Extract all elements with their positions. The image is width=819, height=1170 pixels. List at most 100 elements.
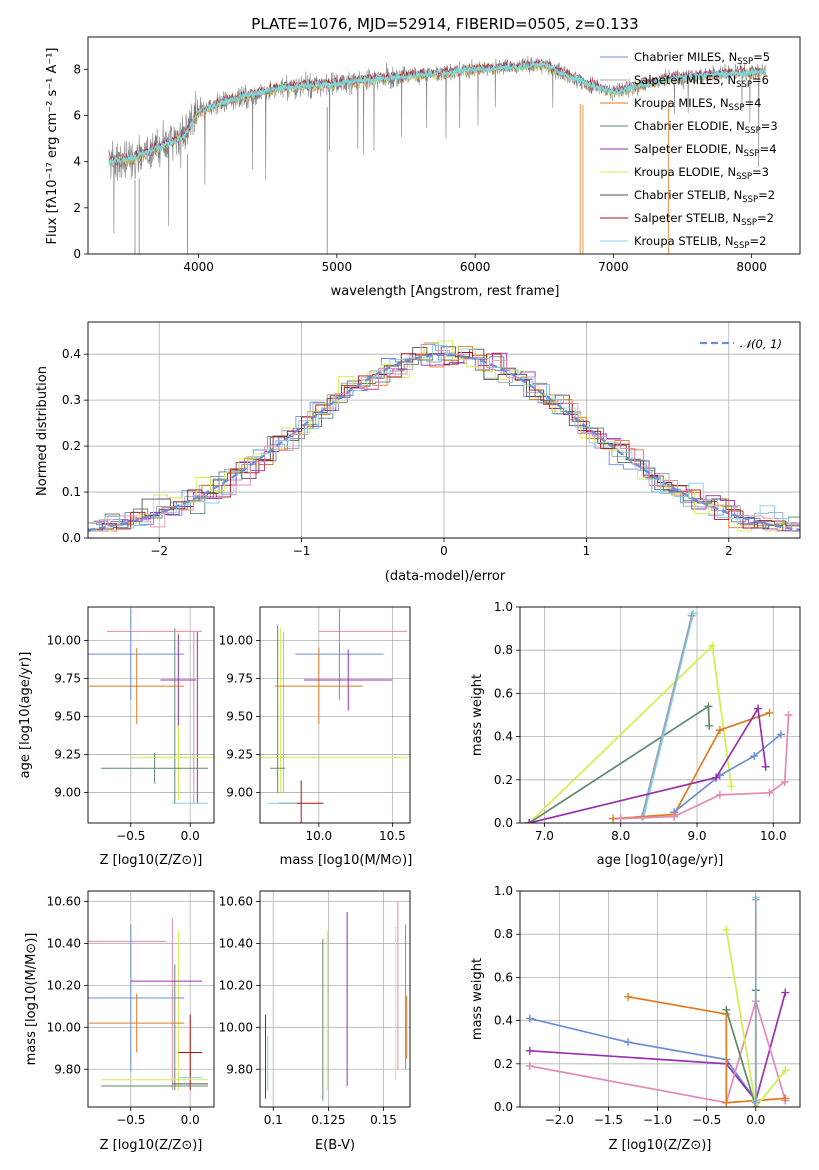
weight-point (781, 1066, 790, 1075)
x-tick-label: 6000 (460, 260, 491, 274)
histogram-salpeter_miles (88, 352, 798, 532)
x-tick-label: −0.5 (116, 1113, 145, 1127)
weight-point (687, 611, 696, 620)
weight-point (609, 814, 618, 823)
weight-point (781, 988, 790, 997)
histogram-pink (93, 344, 800, 532)
y-tick-label: 9.25 (226, 748, 253, 762)
weight-vs-z-panel: −2.0 −1.5 −1.0 −0.5 0.0 0.0 0.2 0.4 0.6 0.8 1.0 Z [… (470, 884, 801, 1153)
weight-point (765, 708, 774, 717)
age-vs-z-panel: −0.5 0.0 9.00 9.25 9.50 9.75 10.00 Z [log10(Z/Z… (18, 606, 215, 868)
legend-entry: Salpeter MILES, NSSP=6 (634, 73, 769, 90)
weight-point (751, 1098, 760, 1107)
weight-series-salpeter_miles (641, 615, 693, 817)
mass-vs-z-ylabel: mass [log10(M/M⊙)] (24, 933, 39, 1066)
age-vs-z-ylabel: age [log10(age/yr)] (18, 652, 33, 779)
spectrum-xlabel: wavelength [Angstrom, rest frame] (331, 284, 560, 299)
x-tick-label: −2.0 (545, 1113, 574, 1127)
x-tick-label: −0.5 (116, 829, 145, 843)
x-tick-label: −1.0 (643, 1113, 672, 1127)
weight-point (712, 773, 721, 782)
weight-point (781, 1094, 790, 1103)
residual-panel: −2 −1 0 1 2 0.0 0.1 0.2 0.3 0.4 𝒩(0, 1) (data-mode… (35, 321, 801, 584)
points (260, 608, 408, 823)
x-tick-label: 0.0 (181, 1113, 200, 1127)
age_vs_mass-axes: 10.0 10.5 9.00 9.25 9.50 9.75 10.00 (219, 607, 410, 843)
points (88, 608, 214, 804)
weight-point (727, 782, 736, 791)
histogram-kroupa_stelib (90, 345, 800, 532)
weight-point (616, 814, 625, 823)
y-tick-label: 0.4 (494, 730, 513, 744)
weight-series-kroupa_miles (613, 711, 770, 820)
x-tick-label: 7000 (598, 260, 629, 274)
weight-point (776, 730, 785, 739)
normal-curve (88, 353, 800, 531)
x-tick-label: −0.5 (692, 1113, 721, 1127)
x-tick-label: 8000 (736, 260, 767, 274)
mass-vs-ebv-panel-frame (259, 890, 411, 1108)
y-tick-label: 0.2 (494, 773, 513, 787)
weight-series-kroupa_stelib (642, 613, 695, 817)
y-tick-label: 9.80 (226, 1062, 253, 1076)
x-tick-label: 0.15 (370, 1113, 397, 1127)
histogram-chabrier_stelib (88, 346, 798, 532)
mass-vs-z-xlabel: Z [log10(Z/Z⊙)] (100, 1138, 203, 1153)
y-tick-label: 10.60 (219, 894, 253, 908)
weight-point (525, 1061, 534, 1070)
weight-point (624, 992, 633, 1001)
best-fit-spectrum (108, 60, 766, 166)
y-tick-label: 9.00 (226, 786, 253, 800)
legend-entry: Chabrier STELIB, NSSP=2 (634, 188, 775, 205)
legend-entry: 𝒩(0, 1) (740, 337, 782, 351)
mass-vs-ebv-xlabel: E(B-V) (315, 1138, 355, 1153)
x-tick-label: 4000 (183, 260, 214, 274)
x-tick-label: −2 (150, 544, 168, 558)
y-tick-label: 0.6 (494, 686, 513, 700)
weight-vs-age-ylabel: mass weight (470, 674, 485, 756)
legend-entry: Chabrier MILES, NSSP=5 (634, 50, 770, 67)
age-vs-mass-xlabel: mass [log10(M/M⊙)] (280, 853, 413, 868)
y-tick-label: 9.50 (54, 710, 81, 724)
weight-point (670, 812, 679, 821)
x-tick-label: 0.0 (746, 1113, 765, 1127)
residual-frame (87, 321, 801, 539)
x-tick-label: 5000 (322, 260, 353, 274)
weight-series-pink (529, 998, 787, 1104)
points (88, 918, 209, 1091)
legend-entry: Chabrier ELODIE, NSSP=3 (634, 119, 778, 136)
residual-ylabel: Normed distribution (35, 366, 50, 496)
mass-vs-z-panel-frame (87, 890, 215, 1108)
weight-point (525, 1014, 534, 1023)
x-tick-label: 10.0 (760, 829, 787, 843)
y-tick-label: 0.2 (494, 1057, 513, 1071)
x-tick-label: 10.0 (305, 829, 332, 843)
y-tick-label: 10.00 (219, 633, 253, 647)
legend-entry: Kroupa STELIB, NSSP=2 (634, 234, 766, 251)
weight-point (708, 641, 717, 650)
x-tick-label: 1 (583, 544, 591, 558)
y-tick-label: 0.0 (494, 1100, 513, 1114)
x-tick-label: 0.0 (181, 829, 200, 843)
mass-vs-z-panel: −0.5 0.0 9.80 10.00 10.20 10.40 10.60 Z [log10(… (24, 890, 215, 1153)
y-tick-label: 1.0 (494, 884, 513, 898)
weight-series-kroupa_elodie (528, 644, 733, 823)
weight-point (705, 721, 714, 730)
spectrum-axes: 4000 5000 6000 7000 8000 0 2 4 6 8 (73, 62, 767, 274)
weight-series-chabrier_miles (529, 1017, 757, 1101)
x-tick-label: −1.5 (594, 1113, 623, 1127)
y-tick-label: 0.8 (494, 927, 513, 941)
weight-vs-age-panel-frame (519, 606, 801, 824)
y-tick-label: 0.8 (494, 643, 513, 657)
legend-entry: Salpeter STELIB, NSSP=2 (634, 211, 774, 228)
y-tick-label: 10.20 (47, 978, 81, 992)
spectrum-panel: PLATE=1076, MJD=52914, FIBERID=0505, z=0… (45, 15, 801, 299)
weight-series-salpeter_elodie (529, 992, 787, 1103)
weight-series-kroupa_elodie (725, 929, 786, 1107)
y-tick-label: 9.80 (54, 1062, 81, 1076)
weight-point (751, 895, 760, 904)
y-tick-label: 0.4 (494, 1014, 513, 1028)
x-tick-label: 0.125 (311, 1113, 345, 1127)
y-tick-label: 6 (73, 108, 81, 122)
x-tick-label: 7.0 (535, 829, 554, 843)
